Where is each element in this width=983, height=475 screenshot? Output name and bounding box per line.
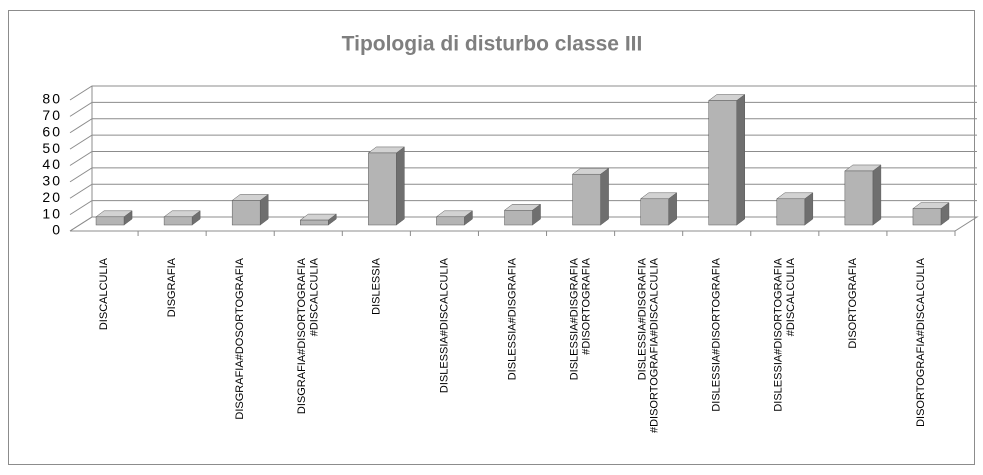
- y-tick-label: 70: [42, 107, 62, 123]
- x-tick-label: DISGRAFIA: [166, 257, 178, 317]
- y-tick-label: 0: [52, 222, 62, 238]
- chart-border: [8, 10, 975, 465]
- bar: [776, 192, 814, 226]
- bar: [503, 203, 542, 226]
- bar-front: [912, 208, 942, 226]
- bar-side: [736, 94, 745, 226]
- bar: [844, 164, 882, 226]
- bar: [95, 210, 133, 226]
- x-tick-label: DISGRAFIA#DISORTOGRAFIA #DISCALCULIA: [296, 257, 320, 414]
- bar-front: [572, 173, 601, 226]
- x-tick-label: DISORTOGRAFIA: [847, 257, 859, 348]
- bar: [163, 210, 201, 226]
- y-tick-label: 60: [42, 123, 62, 139]
- y-tick-label: 40: [42, 156, 62, 172]
- grid-line: [69, 183, 977, 199]
- x-tick-label: DISLESSIA#DISORTOGRAFIA #DISCALCULIA: [773, 257, 797, 411]
- bar-side: [396, 146, 405, 226]
- grid-line: [69, 118, 977, 134]
- bar-front: [708, 100, 737, 226]
- bar-front: [300, 219, 329, 226]
- grid-line: [69, 85, 977, 101]
- y-tick-label: 30: [42, 173, 62, 189]
- bar-front: [368, 152, 397, 226]
- y-tick-label: 20: [42, 189, 62, 205]
- bar-front: [436, 216, 465, 226]
- y-tick-label: 50: [42, 140, 62, 156]
- x-tick-label: DISLESSIA#DISCALCULIA: [438, 257, 450, 393]
- bar: [912, 202, 950, 226]
- bar-front: [776, 198, 806, 226]
- x-tick-label: DISLESSIA#DISORTOGRAFIA: [711, 257, 723, 411]
- bar-front: [640, 198, 669, 226]
- x-tick-label: DISLESSIA#DISGRAFIA #DISORTOGRAFIA#DISCA…: [637, 257, 661, 436]
- bar-side: [872, 164, 882, 226]
- bar: [367, 146, 406, 226]
- grid-line: [69, 167, 977, 183]
- x-tick-label: DISLESSIA#DISGRAFIA: [506, 257, 518, 380]
- bar: [231, 193, 269, 226]
- grid-line: [69, 134, 977, 150]
- x-tick-label: DISORTOGRAFIA#DISCALCULIA: [915, 257, 927, 427]
- bar: [435, 210, 474, 226]
- chart-title: Tipologia di disturbo classe III: [342, 33, 643, 56]
- grid-line: [69, 200, 977, 216]
- x-tick-label: DISLESSIA#DISGRAFIA #DISORTOGRAFIA: [568, 257, 592, 380]
- bar: [571, 167, 610, 226]
- bar-front: [504, 210, 533, 226]
- bar: [299, 213, 338, 226]
- bar-front: [231, 200, 261, 226]
- y-tick-label: 80: [42, 91, 62, 107]
- x-tick-label: DISLESSIA: [370, 257, 382, 315]
- bar-side: [600, 167, 609, 226]
- bar-front: [844, 170, 874, 226]
- bar-front: [95, 216, 125, 226]
- grid-line: [69, 101, 977, 117]
- x-tick-label: DISGRAFIA#DOSORTOGRAFIA: [234, 257, 246, 419]
- bar-front: [163, 216, 193, 226]
- y-tick-label: 10: [42, 205, 62, 221]
- x-tick-label: DISCALCULIA: [98, 257, 110, 330]
- bar: [707, 94, 746, 226]
- grid-line: [69, 216, 977, 232]
- bar: [639, 192, 678, 226]
- grid-line: [69, 151, 977, 166]
